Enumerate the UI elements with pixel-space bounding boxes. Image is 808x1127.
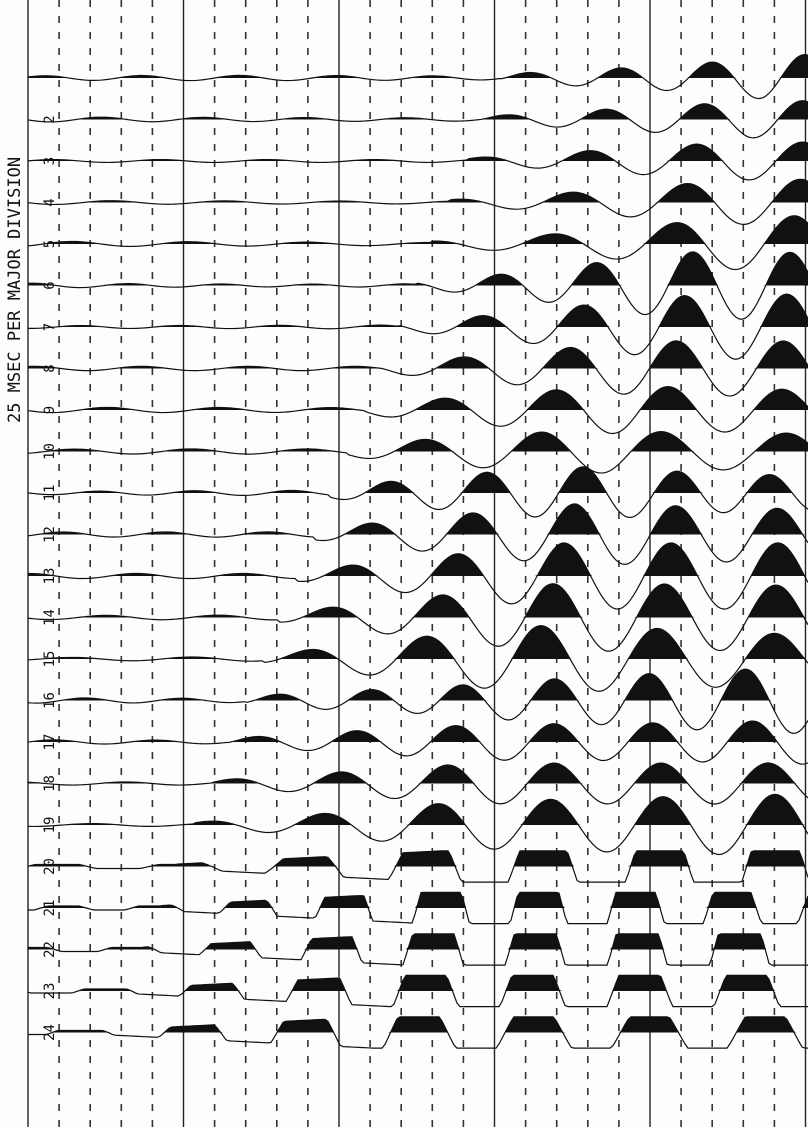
trace-label: 18 <box>42 775 58 792</box>
trace-label: 13 <box>42 568 58 585</box>
trace-label: 11 <box>42 485 58 502</box>
trace-label: 7 <box>42 323 58 331</box>
trace-label: 23 <box>42 983 58 1000</box>
trace-label: 10 <box>42 443 58 460</box>
trace-label: 2 <box>42 115 58 123</box>
trace-label: 20 <box>42 858 58 875</box>
trace-label: 6 <box>42 281 58 289</box>
trace-label: 24 <box>42 1024 58 1041</box>
trace-label: 4 <box>42 198 58 206</box>
trace-label: 21 <box>42 900 58 917</box>
trace-label: 9 <box>42 406 58 414</box>
seismic-record: 23456789101112131415161718192021222324 2… <box>0 0 808 1127</box>
trace-label: 3 <box>42 157 58 165</box>
trace-label: 15 <box>42 651 58 668</box>
trace-label: 19 <box>42 817 58 834</box>
trace-label: 5 <box>42 240 58 248</box>
trace-label: 16 <box>42 692 58 709</box>
trace-label: 17 <box>42 734 58 751</box>
trace-label: 22 <box>42 941 58 958</box>
page: 23456789101112131415161718192021222324 2… <box>0 0 808 1127</box>
trace-label: 8 <box>42 364 58 372</box>
trace-label: 12 <box>42 526 58 543</box>
caption: 25 MSEC PER MAJOR DIVISION <box>5 157 25 423</box>
trace-label: 14 <box>42 609 58 626</box>
